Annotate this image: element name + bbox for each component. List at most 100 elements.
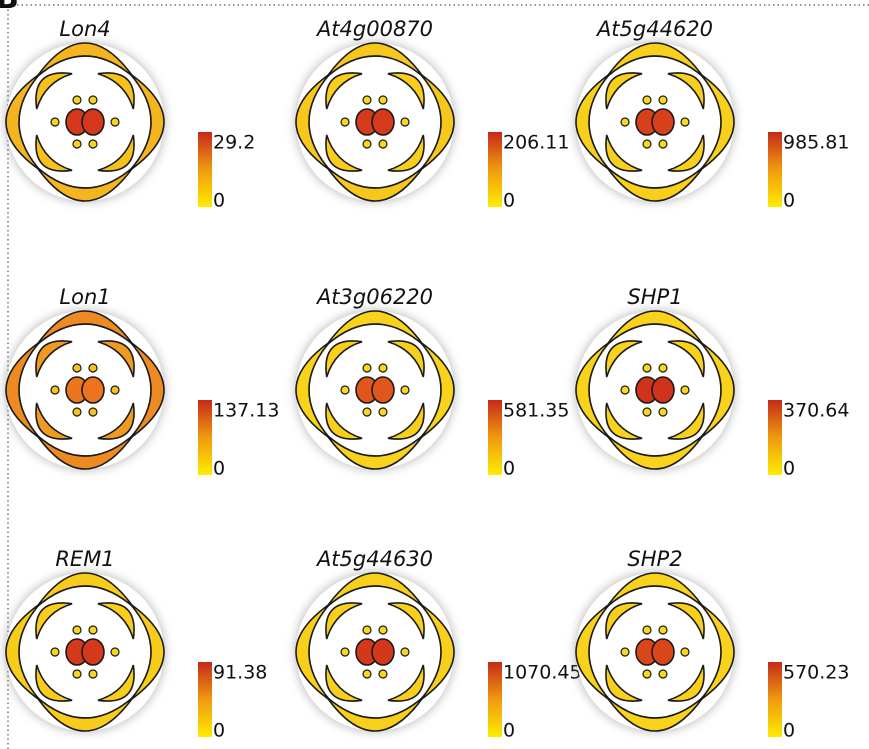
stamen	[73, 140, 81, 148]
stamen	[659, 96, 667, 104]
flower	[5, 572, 165, 732]
stamen	[379, 408, 387, 416]
scale-min: 0	[503, 720, 515, 742]
scale-min: 0	[213, 458, 225, 480]
color-scale	[768, 400, 782, 475]
flower	[575, 42, 735, 202]
panel-label: B	[0, 0, 19, 16]
stamen	[89, 408, 97, 416]
scale-min: 0	[213, 720, 225, 742]
gene-name: At4g00870	[315, 17, 433, 41]
gene-name: REM1	[55, 547, 114, 571]
stamen	[89, 140, 97, 148]
scale-max: 29.2	[213, 132, 255, 154]
scale-min: 0	[503, 458, 515, 480]
stamen	[659, 626, 667, 634]
color-scale	[768, 662, 782, 737]
flower	[5, 310, 165, 470]
stamen	[659, 408, 667, 416]
scale-max: 370.64	[783, 400, 849, 422]
stamen	[89, 96, 97, 104]
flower	[575, 310, 735, 470]
carpel	[652, 109, 674, 135]
color-scale	[768, 132, 782, 207]
gene-name: At3g06220	[315, 285, 433, 309]
stamen	[341, 648, 349, 656]
stamen	[363, 670, 371, 678]
gene-name: SHP1	[627, 285, 682, 309]
stamen	[89, 670, 97, 678]
scale-min: 0	[213, 190, 225, 212]
color-scale	[198, 132, 212, 207]
scale-max: 985.81	[783, 132, 849, 154]
stamen	[401, 386, 409, 394]
stamen	[379, 364, 387, 372]
stamen	[363, 140, 371, 148]
gene-name: At5g44620	[595, 17, 713, 41]
color-scale	[198, 662, 212, 737]
stamen	[621, 386, 629, 394]
flower	[5, 42, 165, 202]
scale-min: 0	[783, 458, 795, 480]
gene-name: Lon4	[59, 17, 110, 41]
stamen	[643, 364, 651, 372]
stamen	[643, 140, 651, 148]
stamen	[643, 96, 651, 104]
color-scale	[488, 132, 502, 207]
color-scale	[488, 662, 502, 737]
carpel	[82, 639, 104, 665]
stamen	[643, 408, 651, 416]
stamen	[659, 364, 667, 372]
stamen	[51, 118, 59, 126]
stamen	[111, 118, 119, 126]
stamen	[363, 96, 371, 104]
stamen	[89, 626, 97, 634]
stamen	[401, 118, 409, 126]
stamen	[379, 626, 387, 634]
carpel	[652, 639, 674, 665]
stamen	[379, 670, 387, 678]
stamen	[73, 408, 81, 416]
flower	[295, 572, 455, 732]
stamen	[643, 670, 651, 678]
stamen	[73, 670, 81, 678]
stamen	[51, 648, 59, 656]
gene-name: Lon1	[59, 285, 110, 309]
stamen	[681, 648, 689, 656]
stamen	[363, 364, 371, 372]
color-scale	[198, 400, 212, 475]
stamen	[111, 386, 119, 394]
carpel	[82, 377, 104, 403]
scale-max: 581.35	[503, 400, 569, 422]
carpel	[652, 377, 674, 403]
stamen	[379, 140, 387, 148]
scale-min: 0	[783, 720, 795, 742]
stamen	[73, 364, 81, 372]
scale-max: 206.11	[503, 132, 569, 154]
color-scale	[488, 400, 502, 475]
stamen	[51, 386, 59, 394]
stamen	[681, 386, 689, 394]
stamen	[73, 626, 81, 634]
stamen	[643, 626, 651, 634]
stamen	[659, 140, 667, 148]
scale-min: 0	[503, 190, 515, 212]
flower	[575, 572, 735, 732]
stamen	[401, 648, 409, 656]
scale-max: 1070.45	[503, 662, 582, 684]
stamen	[341, 118, 349, 126]
figure: B Lon4 29.2 0 At4g00870 206.11 0 At5g44620 985.…	[0, 0, 869, 749]
gene-name: At5g44630	[315, 547, 433, 571]
stamen	[379, 96, 387, 104]
stamen	[363, 626, 371, 634]
stamen	[621, 648, 629, 656]
stamen	[73, 96, 81, 104]
stamen	[621, 118, 629, 126]
scale-max: 570.23	[783, 662, 849, 684]
scale-max: 137.13	[213, 400, 279, 422]
stamen	[111, 648, 119, 656]
carpel	[372, 377, 394, 403]
flower	[295, 42, 455, 202]
carpel	[372, 639, 394, 665]
stamen	[363, 408, 371, 416]
